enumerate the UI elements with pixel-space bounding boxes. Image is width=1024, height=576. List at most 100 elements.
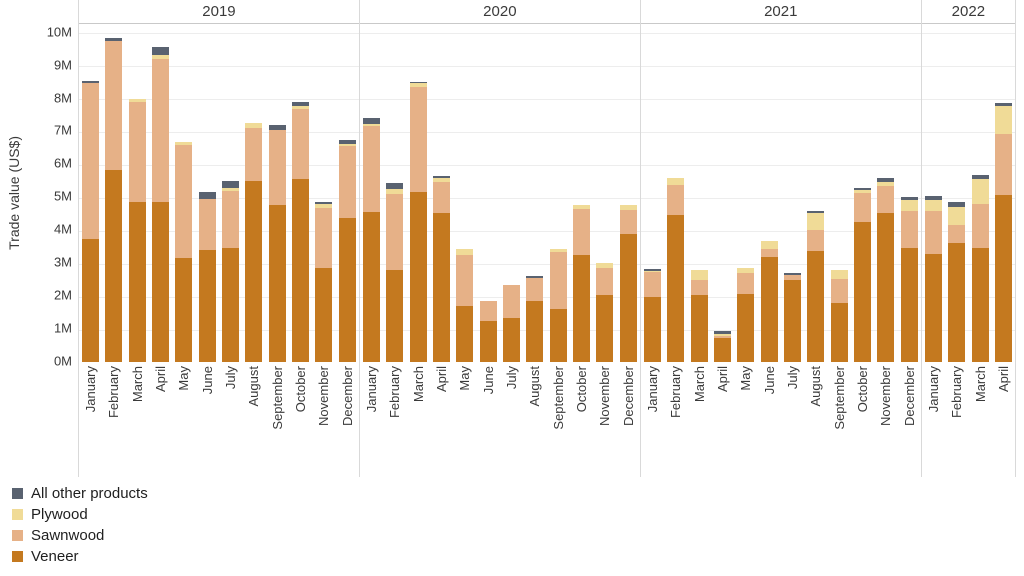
bar-2019-october <box>292 101 310 362</box>
bar-segment-all-other-products <box>222 180 240 188</box>
month-label-slot: September <box>266 366 289 477</box>
month-label-slot: July <box>219 366 242 477</box>
bar-2020-september <box>549 248 567 362</box>
bar-segment-sawnwood <box>549 251 567 310</box>
plot-region-2021 <box>641 23 921 362</box>
month-labels-2022: January February March April <box>922 362 1015 477</box>
bar-2020-june <box>479 301 497 362</box>
year-panel-2020: 2020 January February March April May June July… <box>360 0 641 477</box>
month-label-2020-january: January <box>364 366 380 413</box>
month-label-slot: October <box>570 366 593 477</box>
y-tick-label-2M: 2M <box>53 287 72 303</box>
bar-2020-december <box>619 204 637 362</box>
bar-segment-plywood <box>713 334 731 336</box>
bar-segment-veneer <box>292 178 310 362</box>
bar-segment-sawnwood <box>503 285 521 318</box>
bar-segment-all-other-products <box>338 140 356 145</box>
month-label-slot: November <box>593 366 616 477</box>
month-label-2020-may: May <box>457 366 473 391</box>
month-label-slot: January <box>79 366 102 477</box>
bar-segment-veneer <box>713 338 731 362</box>
bar-segment-sawnwood <box>198 198 216 251</box>
bar-segment-veneer <box>338 218 356 362</box>
month-label-2019-may: May <box>176 366 192 391</box>
bar-segment-sawnwood <box>479 301 497 321</box>
month-label-slot: January <box>641 366 664 477</box>
month-labels-2021: January February March April May June July Augu… <box>641 362 921 477</box>
bar-2021-july <box>783 273 801 362</box>
bar-slot-2020-october <box>570 23 593 362</box>
bar-segment-sawnwood <box>128 101 146 203</box>
bar-segment-plywood <box>877 181 895 186</box>
month-label-slot: November <box>874 366 897 477</box>
month-label-2021-april: April <box>714 366 730 393</box>
bar-segment-veneer <box>549 309 567 362</box>
bar-segment-veneer <box>667 214 685 362</box>
month-label-2019-february: February <box>106 366 122 419</box>
bar-segment-all-other-products <box>152 46 170 56</box>
month-label-2019-january: January <box>83 366 99 413</box>
y-tick-label-9M: 9M <box>53 57 72 73</box>
month-label-slot: July <box>500 366 523 477</box>
month-label-slot: October <box>851 366 874 477</box>
month-label-slot: October <box>289 366 312 477</box>
gridline-3M <box>78 263 1015 265</box>
month-label-slot: December <box>336 366 359 477</box>
month-label-slot: March <box>126 366 149 477</box>
bar-slot-2021-august <box>804 23 827 362</box>
bar-2022-april <box>994 102 1012 362</box>
bar-slot-2019-january <box>79 23 102 362</box>
bar-segment-sawnwood <box>526 278 544 302</box>
bar-segment-all-other-products <box>924 196 942 201</box>
bar-segment-plywood <box>643 270 661 273</box>
bar-segment-veneer <box>82 239 100 362</box>
bar-slot-2021-february <box>664 23 687 362</box>
month-label-2021-january: January <box>644 366 660 413</box>
month-label-2020-september: September <box>550 366 566 430</box>
bar-segment-all-other-products <box>198 192 216 199</box>
bar-slot-2019-april <box>149 23 172 362</box>
month-label-slot: May <box>453 366 476 477</box>
bar-2019-september <box>268 125 286 362</box>
bar-segment-veneer <box>760 257 778 362</box>
bar-segment-plywood <box>128 98 146 102</box>
month-label-2021-june: June <box>761 366 777 395</box>
bar-segment-plywood <box>456 248 474 256</box>
month-label-slot: March <box>687 366 710 477</box>
month-label-2020-july: July <box>504 366 520 390</box>
month-label-slot: February <box>945 366 968 477</box>
gridline-8M <box>78 99 1015 101</box>
month-label-slot: August <box>804 366 827 477</box>
bar-segment-veneer <box>596 294 614 362</box>
bar-2020-april <box>433 175 451 362</box>
bar-segment-sawnwood <box>596 267 614 295</box>
year-label-2021: 2021 <box>764 3 798 20</box>
bar-2021-may <box>737 267 755 362</box>
bar-slot-2020-june <box>477 23 500 362</box>
bar-2021-june <box>760 241 778 362</box>
bar-slot-2020-may <box>453 23 476 362</box>
year-label-2019: 2019 <box>202 3 236 20</box>
bar-segment-all-other-products <box>105 38 123 41</box>
bar-segment-plywood <box>573 204 591 209</box>
bar-slot-2022-january <box>922 23 945 362</box>
bar-segment-sawnwood <box>222 191 240 249</box>
bar-segment-sawnwood <box>619 209 637 234</box>
bar-slot-2019-february <box>102 23 125 362</box>
bar-slot-2019-june <box>196 23 219 362</box>
bar-2021-february <box>667 177 685 362</box>
bar-slot-2020-november <box>593 23 616 362</box>
bar-segment-sawnwood <box>363 126 381 212</box>
bar-2019-june <box>198 192 216 362</box>
bar-segment-all-other-products <box>268 125 286 131</box>
bar-segment-all-other-products <box>948 202 966 207</box>
y-tick-label-0M: 0M <box>53 353 72 369</box>
month-label-slot: January <box>360 366 383 477</box>
bar-2021-november <box>877 177 895 362</box>
month-label-2020-february: February <box>387 366 403 419</box>
bar-segment-sawnwood <box>152 59 170 202</box>
bar-segment-sawnwood <box>877 185 895 213</box>
bar-2021-december <box>900 197 918 362</box>
bar-segment-all-other-products <box>386 182 404 190</box>
bar-segment-veneer <box>877 212 895 362</box>
